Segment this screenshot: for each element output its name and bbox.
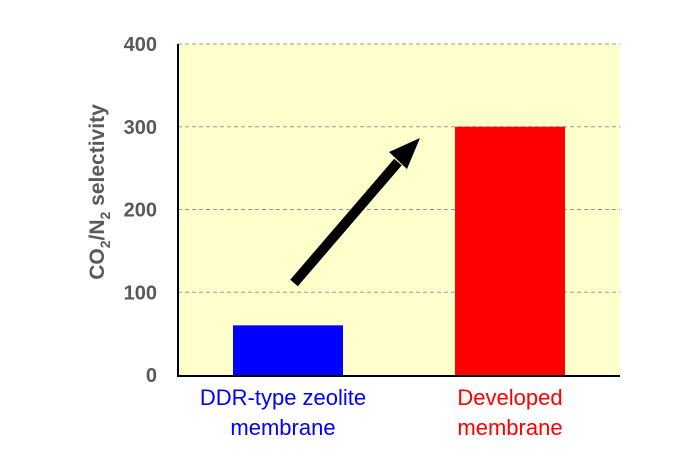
y-tick-label: 400 [124,34,157,56]
trend-arrow [290,138,420,287]
bar [455,126,565,375]
x-category-label: membrane [230,415,335,440]
x-category-label: Developed [457,385,562,410]
y-tick-label: 0 [146,365,157,387]
x-category-label: DDR-type zeolite [200,385,366,410]
bar [233,325,343,375]
y-tick-label: 200 [124,200,157,222]
y-axis-label: CO2/N2 selectivity [86,104,113,280]
y-tick-label: 300 [124,117,157,139]
x-category-label: membrane [457,415,562,440]
y-tick-label: 100 [124,282,157,304]
